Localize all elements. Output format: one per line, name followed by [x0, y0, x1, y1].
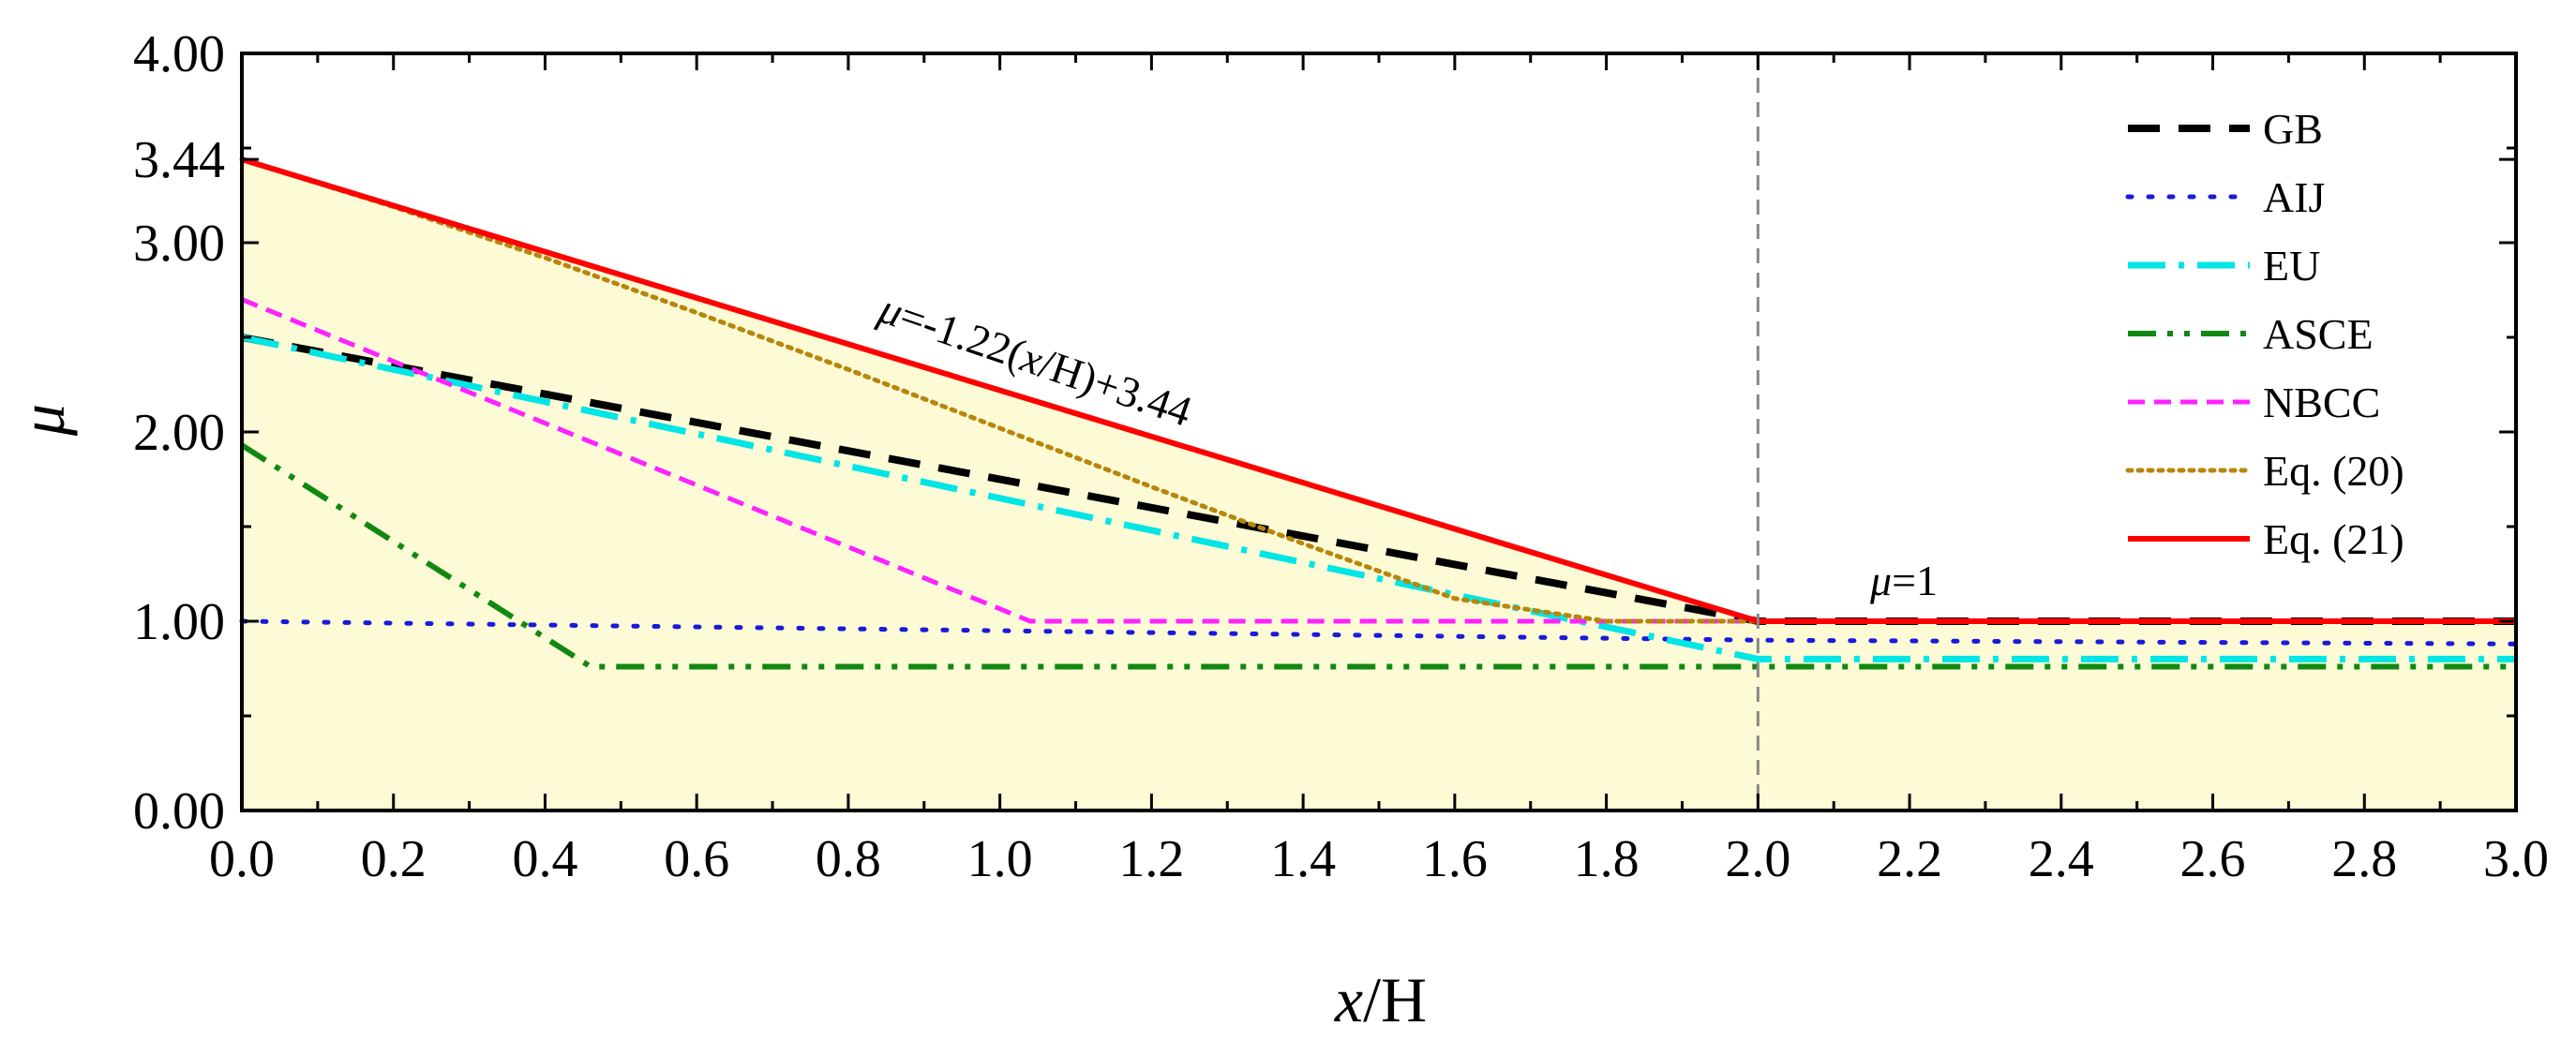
- shaded-region: [242, 159, 2516, 811]
- x-axis-title: x/H: [1334, 964, 1427, 1035]
- x-tick-label: 0.6: [664, 830, 729, 888]
- x-tick-label: 1.4: [1270, 830, 1336, 888]
- x-tick-label: 1.0: [967, 830, 1033, 888]
- legend-label-asce: ASCE: [2263, 310, 2374, 358]
- series-line-asce: [240, 442, 2516, 670]
- legend-label-eq-21: Eq. (21): [2263, 515, 2404, 563]
- annotation-mu-equals-one: μ=1: [1869, 557, 1938, 604]
- y-tick-label: 4.00: [133, 25, 225, 83]
- x-tick-label: 0.2: [361, 830, 427, 888]
- x-tick-label: 2.2: [1877, 830, 1942, 888]
- shaded-area: [242, 159, 2516, 811]
- y-tick-label: 0.00: [133, 782, 225, 840]
- series-line-eu: [241, 334, 2516, 662]
- series-line-eq-20: [239, 156, 1760, 624]
- legend-label-eu: EU: [2263, 242, 2320, 290]
- x-tick-label: 3.0: [2483, 830, 2549, 888]
- x-tick-label: 2.8: [2331, 830, 2397, 888]
- x-tick-label: 0.0: [209, 830, 275, 888]
- x-tick-label: 1.6: [1422, 830, 1488, 888]
- y-tick-label: 1.00: [133, 593, 225, 651]
- legend-label-gb: GB: [2263, 105, 2323, 153]
- y-tick-label: 3.00: [133, 215, 225, 273]
- ticks-group: 0.0 0.2 0.4 0.6 0.8 1.0 1.2 1.4 1.6 1.8 2.0 2.2 2.4 2…: [133, 25, 2549, 888]
- x-tick-label: 2.0: [1725, 830, 1790, 888]
- x-tick-label: 1.8: [1574, 830, 1640, 888]
- y-tick-label: 3.44: [133, 131, 225, 189]
- y-axis-title: μ: [7, 404, 78, 437]
- x-tick-label: 2.6: [2180, 830, 2246, 888]
- x-tick-label: 2.4: [2029, 830, 2094, 888]
- x-tick-label: 0.4: [512, 830, 577, 888]
- legend-label-aij: AIJ: [2263, 173, 2325, 221]
- x-tick-label: 0.8: [816, 830, 881, 888]
- legend: GB AIJ EU ASCE NBCC Eq. (20) Eq. (21): [2125, 105, 2404, 563]
- y-tick-label: 2.00: [133, 404, 225, 462]
- legend-label-nbcc: NBCC: [2263, 379, 2380, 426]
- legend-label-eq-20: Eq. (20): [2263, 447, 2404, 495]
- x-tick-label: 1.2: [1118, 830, 1184, 888]
- series-line-aij: [239, 618, 2519, 647]
